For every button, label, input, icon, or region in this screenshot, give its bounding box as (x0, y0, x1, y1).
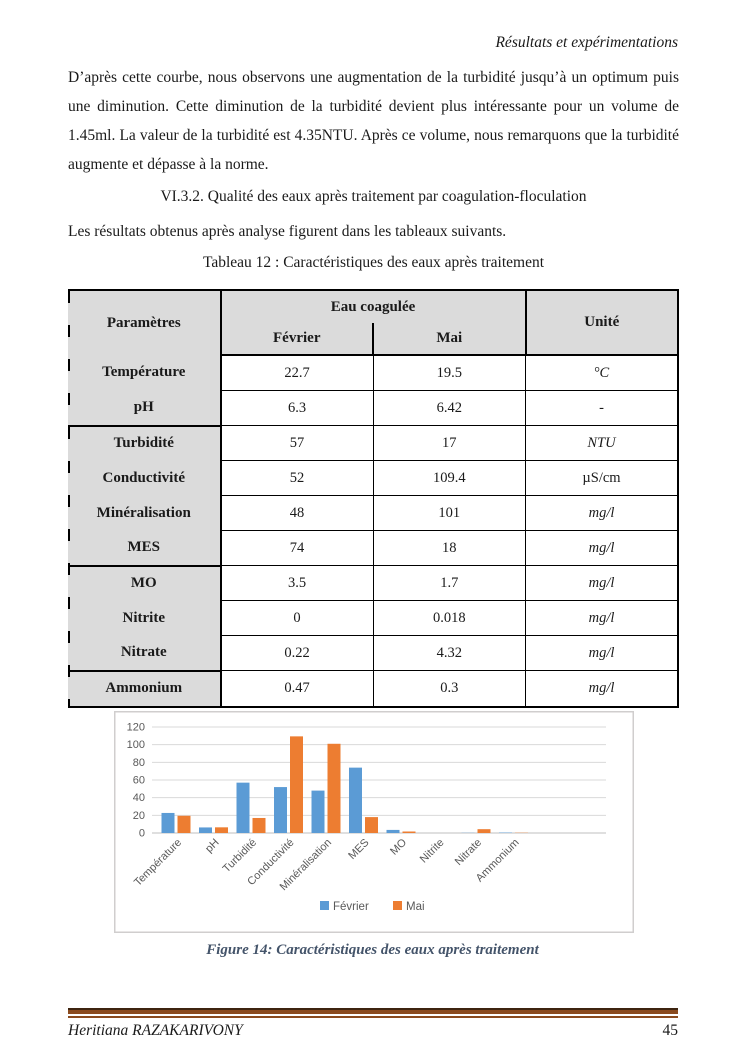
table-header-mai: Mai (373, 323, 526, 356)
footer-rule-thick (68, 1008, 678, 1014)
table-header-unite: Unité (524, 290, 678, 356)
param-cell: Nitrite (68, 600, 222, 636)
figure-caption: Figure 14: Caractéristiques des eaux apr… (206, 942, 539, 958)
figure-14-chart-container: 0 20 40 60 80 100 120 Température pH Turbidité Con… (114, 711, 634, 933)
chart-y-tick-label: 20 (133, 810, 145, 822)
table-header-fevrier: Février (220, 323, 374, 356)
table-row: Conductivité 52 109.4 µS/cm (68, 460, 678, 496)
chart-y-tick-label: 120 (127, 722, 145, 734)
legend-swatch-février (320, 901, 329, 910)
param-cell: Température (68, 355, 222, 391)
mai-value-cell: 109.4 (373, 460, 526, 496)
table-row: Température 22.7 19.5 °C (68, 355, 678, 391)
mai-value-cell: 6.42 (373, 390, 526, 426)
bar-mai-ph (215, 827, 228, 833)
mai-value-cell: 4.32 (373, 635, 526, 671)
bar-février-conductivité (274, 787, 287, 833)
body-paragraph: D’après cette courbe, nous observons une… (68, 69, 679, 173)
table-row: Ammonium 0.47 0.3 mg/l (68, 670, 678, 707)
bar-mai-température (177, 815, 191, 833)
mai-value-cell: 0.018 (373, 600, 526, 636)
chart-y-tick-label: 80 (133, 757, 145, 769)
fevrier-value-cell: 74 (220, 530, 374, 566)
table-row: Turbidité 57 17 NTU (68, 425, 678, 461)
fevrier-value-cell: 22.7 (220, 355, 374, 391)
unit-cell: mg/l (525, 670, 678, 707)
mai-value-cell: 18 (373, 530, 526, 566)
bar-février-température (161, 812, 175, 833)
results-table-container: Paramètres Eau coagulée Unité Février Ma… (68, 289, 679, 708)
param-cell: MO (68, 565, 222, 601)
table-row: Nitrite 0 0.018 mg/l (68, 600, 678, 636)
chart-y-tick-label: 100 (127, 739, 145, 751)
mai-value-cell: 0.3 (373, 670, 526, 707)
param-cell: Turbidité (68, 425, 222, 461)
fevrier-value-cell: 0 (220, 600, 374, 636)
bar-mai-mo (402, 831, 416, 833)
fevrier-value-cell: 52 (220, 460, 374, 496)
legend-swatch-mai (393, 901, 402, 910)
bar-février-ph (199, 827, 212, 833)
table-title: Tableau 12 : Caractéristiques des eaux a… (202, 254, 545, 271)
bar-février-turbidité (236, 782, 250, 833)
unit-cell: - (525, 390, 678, 426)
mai-value-cell: 19.5 (373, 355, 526, 391)
bar-mai-turbidité (252, 817, 266, 833)
results-table: Paramètres Eau coagulée Unité Février Ma… (68, 289, 679, 708)
legend-label-mai: Mai (406, 901, 425, 913)
running-header: Résultats et expérimentations (495, 34, 678, 51)
table-left-border-ticks (68, 291, 70, 706)
table-header-parametres: Paramètres (68, 290, 222, 355)
table-row: MO 3.5 1.7 mg/l (68, 565, 678, 601)
bar-mai-mes (365, 817, 378, 833)
unit-cell: mg/l (525, 495, 678, 531)
table-header-eau-coagulee: Eau coagulée (220, 290, 526, 323)
fevrier-value-cell: 3.5 (220, 565, 374, 601)
chart-y-tick-label: 0 (139, 828, 145, 840)
bar-février-mes (349, 767, 362, 833)
param-cell: Minéralisation (68, 495, 222, 531)
unit-cell: mg/l (525, 565, 678, 601)
fevrier-value-cell: 48 (220, 495, 374, 531)
unit-cell: NTU (525, 425, 678, 461)
chart-y-tick-label: 40 (133, 792, 145, 804)
fevrier-value-cell: 0.22 (220, 635, 374, 671)
section-heading: VI.3.2. Qualité des eaux après traitemen… (160, 188, 587, 205)
table-row: MES 74 18 mg/l (68, 530, 678, 567)
bar-février-minéralisation (311, 790, 325, 833)
footer-author: Heritiana RAZAKARIVONY (68, 1022, 243, 1039)
param-cell: Ammonium (68, 670, 222, 707)
unit-cell: mg/l (525, 635, 678, 671)
mai-value-cell: 17 (373, 425, 526, 461)
bar-février-mo (386, 829, 400, 833)
mai-value-cell: 101 (373, 495, 526, 531)
table-row: Nitrate 0.22 4.32 mg/l (68, 635, 678, 672)
unit-cell: °C (525, 355, 678, 391)
page-number: 45 (662, 1022, 679, 1039)
bar-mai-minéralisation (327, 743, 341, 833)
intro-sentence: Les résultats obtenus après analyse figu… (68, 223, 507, 240)
param-cell: pH (68, 390, 222, 427)
unit-cell: mg/l (525, 530, 678, 566)
table-row: Minéralisation 48 101 mg/l (68, 495, 678, 531)
unit-cell: mg/l (525, 600, 678, 636)
page-footer: Heritiana RAZAKARIVONY 45 (68, 1008, 678, 1040)
param-cell: MES (68, 530, 222, 567)
fevrier-value-cell: 6.3 (220, 390, 374, 426)
bar-mai-conductivité (290, 736, 303, 833)
bar-mai-nitrate (477, 829, 491, 833)
table-row: pH 6.3 6.42- (68, 390, 678, 427)
param-cell: Conductivité (68, 460, 222, 496)
fevrier-value-cell: 57 (220, 425, 374, 461)
legend-label-février: Février (333, 901, 369, 913)
unit-cell: µS/cm (525, 460, 678, 496)
param-cell: Nitrate (68, 635, 222, 672)
fevrier-value-cell: 0.47 (220, 670, 374, 707)
chart-y-tick-label: 60 (133, 775, 145, 787)
mai-value-cell: 1.7 (373, 565, 526, 601)
footer-rule-thin (68, 1016, 678, 1018)
